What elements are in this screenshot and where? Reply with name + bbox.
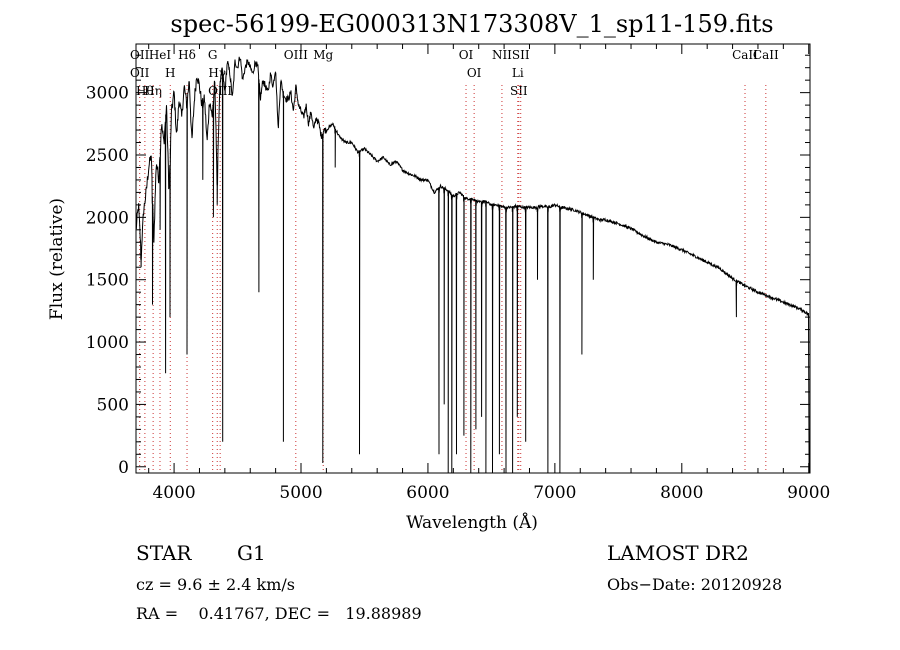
y-tick-label: 2000 — [86, 208, 129, 228]
line-marker-label: Hη — [144, 84, 162, 98]
line-marker-label: CaII — [732, 48, 758, 62]
line-marker-label: HeI — [149, 48, 172, 62]
line-marker-label: OI — [459, 48, 474, 62]
plot-frame — [135, 43, 811, 474]
object-subclass: G1 — [237, 541, 266, 565]
y-axis-label: Flux (relative) — [47, 198, 67, 320]
y-tick-label: 2500 — [86, 146, 129, 166]
line-marker-label: Hθ — [136, 84, 154, 98]
spectrum-series — [135, 56, 810, 474]
x-axis-label: Wavelength (Å) — [406, 512, 538, 533]
obs-date-text: Obs−Date: 20120928 — [607, 575, 783, 594]
line-marker-label: OII — [130, 66, 150, 80]
survey-name: LAMOST DR2 — [607, 541, 749, 565]
x-tick-label: 9000 — [787, 483, 830, 503]
line-marker-label: OIII — [284, 48, 308, 62]
x-tick-label: 5000 — [279, 483, 322, 503]
line-marker-label: Hδ — [178, 48, 196, 62]
y-tick-label: 1500 — [86, 271, 129, 291]
line-marker-label: Li — [512, 66, 524, 80]
x-tick-label: 4000 — [152, 483, 195, 503]
line-marker-label: G — [208, 48, 218, 62]
redshift-text: cz = 9.6 ± 2.4 km/s — [136, 575, 295, 594]
line-marker-label: CaII — [753, 48, 779, 62]
y-tick-label: 0 — [118, 458, 129, 478]
line-marker-label: SII — [510, 84, 528, 98]
x-tick-label: 8000 — [660, 483, 703, 503]
x-tick-label: 6000 — [406, 483, 449, 503]
y-tick-label: 3000 — [86, 84, 129, 104]
line-marker-label: NII — [492, 48, 512, 62]
spectrum-line — [135, 56, 810, 474]
line-marker-label: Mg — [313, 48, 333, 62]
y-tick-label: 1000 — [86, 333, 129, 353]
axes: 4000 5000 6000 7000 8000 9000 0 500 1000 1500 2000… — [86, 44, 830, 503]
line-marker-label: OI — [467, 66, 482, 80]
x-tick-label: 7000 — [533, 483, 576, 503]
object-class: STAR — [136, 541, 192, 565]
y-tick-label: 500 — [97, 395, 129, 415]
chart-title: spec-56199-EG000313N173308V_1_sp11-159.f… — [170, 10, 773, 38]
coordinates-text: RA = 0.41767, DEC = 19.88989 — [136, 604, 422, 623]
line-marker-label: H — [165, 66, 175, 80]
line-marker-label: SII — [512, 48, 530, 62]
